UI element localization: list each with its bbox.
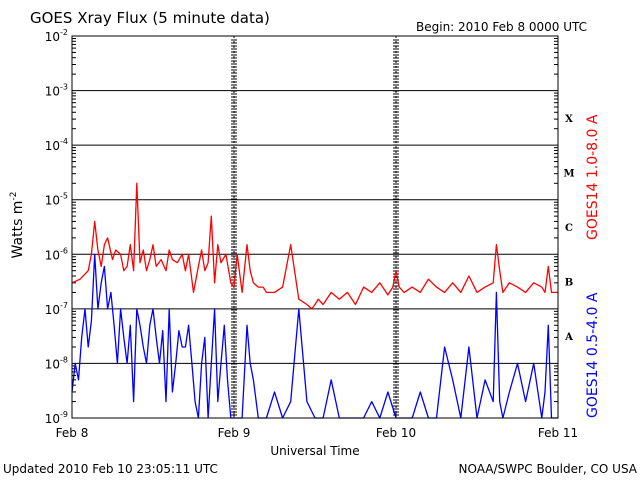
- y-tick-exp: -5: [60, 192, 68, 201]
- begin-label: Begin: 2010 Feb 8 0000 UTC: [416, 20, 587, 34]
- y-axis-ticks: 10-210-310-410-510-610-710-810-9: [45, 28, 558, 426]
- y-tick-label: 10-5: [45, 192, 68, 208]
- flare-class-c: C: [565, 223, 573, 234]
- x-axis-ticks: Feb 8 Feb 9 Feb 10 Feb 11: [56, 412, 578, 440]
- y-tick-label: 10-4: [45, 137, 68, 153]
- y-tick-exp: -9: [60, 410, 68, 419]
- y-tick-exp: -6: [60, 246, 68, 255]
- gridlines: [72, 35, 558, 419]
- flare-class-a: A: [564, 332, 573, 343]
- y-tick-base: 10: [45, 30, 60, 44]
- flare-class-m: M: [563, 168, 574, 179]
- chart-title: GOES Xray Flux (5 minute data): [30, 9, 270, 27]
- day-minor-ticks: [231, 36, 399, 418]
- y-axis-label-sup: -2: [9, 192, 19, 201]
- y-tick-label: 10-9: [45, 410, 68, 426]
- series-line-1: [71, 182, 558, 310]
- y-tick-base: 10: [45, 357, 60, 371]
- y-tick-label: 10-3: [45, 83, 68, 99]
- plot-frame: [71, 35, 559, 419]
- legend-series-2: GOES14 0.5-4.0 A: [585, 292, 601, 418]
- y-tick-base: 10: [45, 303, 60, 317]
- credit-label: NOAA/SWPC Boulder, CO USA: [459, 462, 638, 476]
- flare-class-labels: X M C B A: [563, 114, 574, 343]
- y-tick-exp: -8: [60, 355, 68, 364]
- y-axis-label-base: Watts m: [10, 201, 26, 259]
- y-tick-label: 10-8: [45, 355, 68, 371]
- series-line-2: [71, 253, 558, 419]
- y-tick-base: 10: [45, 412, 60, 426]
- y-tick-exp: -4: [60, 137, 68, 146]
- y-tick-label: 10-7: [45, 301, 68, 317]
- x-tick-label: Feb 8: [56, 426, 89, 440]
- y-tick-base: 10: [45, 139, 60, 153]
- series-lines: [71, 182, 558, 419]
- flare-class-x: X: [565, 114, 573, 125]
- y-tick-base: 10: [45, 194, 60, 208]
- y-tick-label: 10-6: [45, 246, 68, 262]
- x-tick-label: Feb 11: [538, 426, 578, 440]
- flare-class-b: B: [565, 278, 573, 289]
- y-tick-exp: -2: [60, 28, 68, 37]
- y-tick-base: 10: [45, 85, 60, 99]
- x-tick-label: Feb 10: [376, 426, 416, 440]
- y-tick-base: 10: [45, 248, 60, 262]
- y-tick-exp: -7: [60, 301, 68, 310]
- x-tick-label: Feb 9: [218, 426, 251, 440]
- legend-series-1: GOES14 1.0-8.0 A: [585, 114, 601, 240]
- y-tick-label: 10-2: [45, 28, 68, 44]
- y-tick-exp: -3: [60, 83, 68, 92]
- x-axis-label: Universal Time: [270, 444, 359, 458]
- y-axis-label: Watts m-2: [9, 192, 26, 259]
- updated-label: Updated 2010 Feb 10 23:05:11 UTC: [3, 462, 218, 476]
